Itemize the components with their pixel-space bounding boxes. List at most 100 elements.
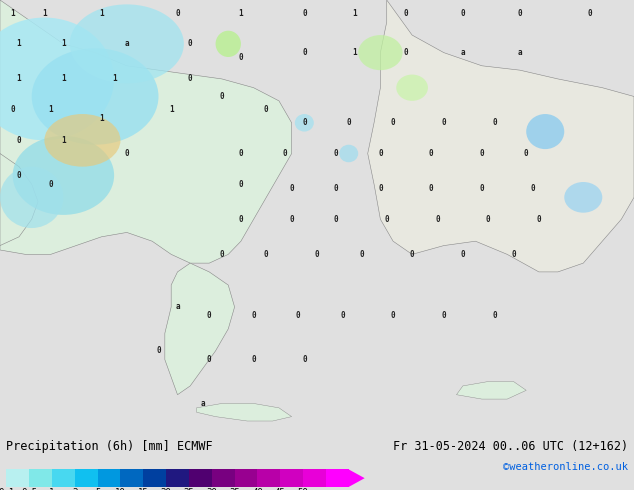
Text: 1: 1 bbox=[16, 39, 22, 49]
Text: 0: 0 bbox=[460, 250, 465, 259]
Text: 0: 0 bbox=[333, 184, 339, 193]
Text: 0: 0 bbox=[156, 346, 161, 355]
Text: 0: 0 bbox=[333, 149, 339, 158]
Text: 0: 0 bbox=[124, 149, 129, 158]
Text: 10: 10 bbox=[115, 489, 126, 490]
Text: 0: 0 bbox=[346, 118, 351, 127]
Text: 0: 0 bbox=[530, 184, 535, 193]
Text: a: a bbox=[200, 399, 205, 408]
Text: 1: 1 bbox=[61, 74, 66, 83]
Bar bbox=[303, 469, 326, 487]
Text: 0: 0 bbox=[251, 355, 256, 364]
Text: 0: 0 bbox=[587, 9, 592, 18]
Text: 0: 0 bbox=[460, 9, 465, 18]
Text: Precipitation (6h) [mm] ECMWF: Precipitation (6h) [mm] ECMWF bbox=[6, 440, 213, 453]
Ellipse shape bbox=[339, 145, 358, 162]
Ellipse shape bbox=[44, 114, 120, 167]
Text: ©weatheronline.co.uk: ©weatheronline.co.uk bbox=[503, 462, 628, 472]
Ellipse shape bbox=[13, 136, 114, 215]
Bar bbox=[189, 469, 212, 487]
Text: a: a bbox=[517, 48, 522, 57]
Text: 0: 0 bbox=[391, 118, 396, 127]
Text: 0: 0 bbox=[340, 311, 345, 320]
Ellipse shape bbox=[396, 74, 428, 101]
Polygon shape bbox=[0, 0, 292, 263]
Text: 0: 0 bbox=[441, 311, 446, 320]
Bar bbox=[235, 469, 257, 487]
Polygon shape bbox=[0, 153, 38, 245]
Text: 30: 30 bbox=[207, 489, 217, 490]
Text: 0: 0 bbox=[378, 149, 383, 158]
Ellipse shape bbox=[526, 114, 564, 149]
Text: 0: 0 bbox=[238, 149, 243, 158]
Text: 0: 0 bbox=[207, 311, 212, 320]
Text: 0: 0 bbox=[289, 184, 294, 193]
Text: 1: 1 bbox=[112, 74, 117, 83]
Text: 0: 0 bbox=[492, 311, 497, 320]
Text: Fr 31-05-2024 00..06 UTC (12+162): Fr 31-05-2024 00..06 UTC (12+162) bbox=[392, 440, 628, 453]
Text: 1: 1 bbox=[238, 9, 243, 18]
Text: 0: 0 bbox=[16, 171, 22, 180]
Bar bbox=[326, 469, 349, 487]
Text: 0: 0 bbox=[517, 9, 522, 18]
Text: 0: 0 bbox=[10, 105, 15, 114]
Bar bbox=[143, 469, 166, 487]
Text: 0: 0 bbox=[492, 118, 497, 127]
Text: 0: 0 bbox=[188, 39, 193, 49]
Text: 0: 0 bbox=[207, 355, 212, 364]
Text: 0: 0 bbox=[219, 92, 224, 101]
Ellipse shape bbox=[216, 31, 241, 57]
Text: 1: 1 bbox=[16, 74, 22, 83]
Text: 1: 1 bbox=[169, 105, 174, 114]
Ellipse shape bbox=[0, 18, 114, 140]
Text: 5: 5 bbox=[95, 489, 100, 490]
Text: 1: 1 bbox=[99, 9, 104, 18]
Text: 1: 1 bbox=[42, 9, 47, 18]
Text: 0: 0 bbox=[238, 180, 243, 189]
Bar bbox=[257, 469, 280, 487]
Text: 0: 0 bbox=[511, 250, 516, 259]
Ellipse shape bbox=[0, 167, 63, 228]
Text: 0: 0 bbox=[479, 184, 484, 193]
Bar bbox=[166, 469, 189, 487]
Polygon shape bbox=[456, 382, 526, 399]
Text: 25: 25 bbox=[184, 489, 194, 490]
Text: 45: 45 bbox=[275, 489, 285, 490]
Text: 15: 15 bbox=[138, 489, 148, 490]
Text: 2: 2 bbox=[72, 489, 77, 490]
Bar bbox=[29, 469, 52, 487]
Bar bbox=[75, 469, 98, 487]
Text: 0: 0 bbox=[429, 149, 434, 158]
Text: 0: 0 bbox=[302, 9, 307, 18]
Text: 0.5: 0.5 bbox=[21, 489, 37, 490]
Text: 20: 20 bbox=[161, 489, 171, 490]
Text: 0: 0 bbox=[333, 215, 339, 224]
Text: 0: 0 bbox=[435, 215, 440, 224]
Text: 0: 0 bbox=[238, 215, 243, 224]
Text: 0: 0 bbox=[524, 149, 529, 158]
Text: 0: 0 bbox=[302, 118, 307, 127]
Text: 1: 1 bbox=[353, 9, 358, 18]
Text: a: a bbox=[124, 39, 129, 49]
Text: 0: 0 bbox=[283, 149, 288, 158]
Text: 0: 0 bbox=[403, 48, 408, 57]
Text: 0: 0 bbox=[295, 311, 301, 320]
Text: 0: 0 bbox=[314, 250, 320, 259]
Bar bbox=[52, 469, 75, 487]
Text: 0: 0 bbox=[302, 48, 307, 57]
Text: 0: 0 bbox=[219, 250, 224, 259]
Polygon shape bbox=[368, 0, 634, 272]
Text: 0: 0 bbox=[403, 9, 408, 18]
Bar bbox=[120, 469, 143, 487]
Text: 50: 50 bbox=[298, 489, 308, 490]
Bar bbox=[212, 469, 235, 487]
Text: 40: 40 bbox=[252, 489, 262, 490]
Polygon shape bbox=[349, 469, 365, 487]
Text: 1: 1 bbox=[49, 489, 55, 490]
Text: 0: 0 bbox=[302, 355, 307, 364]
Ellipse shape bbox=[70, 4, 184, 83]
Text: 0: 0 bbox=[264, 105, 269, 114]
Text: 0: 0 bbox=[391, 311, 396, 320]
Text: 0: 0 bbox=[188, 74, 193, 83]
Bar bbox=[6, 469, 29, 487]
